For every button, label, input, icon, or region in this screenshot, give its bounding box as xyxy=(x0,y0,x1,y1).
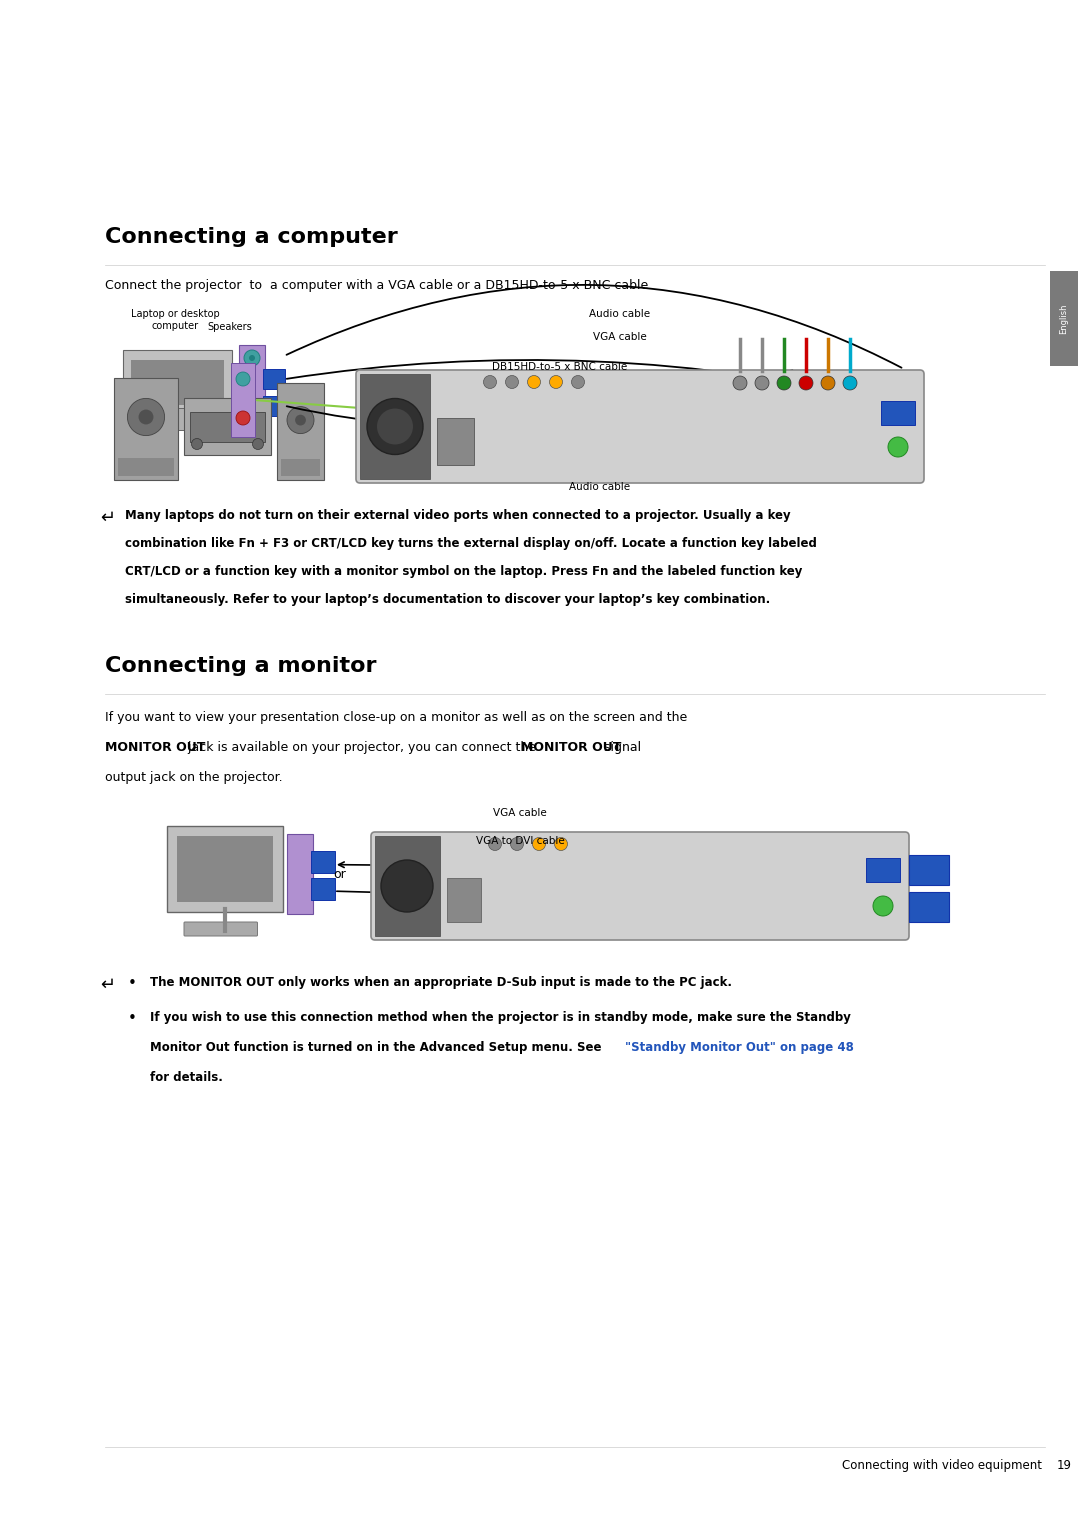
Text: CRT/LCD or a function key with a monitor symbol on the laptop. Press Fn and the : CRT/LCD or a function key with a monitor… xyxy=(125,565,802,579)
Circle shape xyxy=(873,896,893,916)
Text: Audio cable: Audio cable xyxy=(569,483,631,492)
Text: signal: signal xyxy=(599,741,640,754)
FancyBboxPatch shape xyxy=(118,408,237,431)
Circle shape xyxy=(484,376,497,388)
Text: Speakers: Speakers xyxy=(207,322,253,331)
Circle shape xyxy=(554,837,567,851)
Text: jack is available on your projector, you can connect the: jack is available on your projector, you… xyxy=(185,741,540,754)
Circle shape xyxy=(550,376,563,388)
Text: Laptop or desktop
computer: Laptop or desktop computer xyxy=(131,308,219,331)
FancyBboxPatch shape xyxy=(123,351,232,412)
Text: "Standby Monitor Out" on page 48: "Standby Monitor Out" on page 48 xyxy=(625,1041,854,1054)
FancyBboxPatch shape xyxy=(437,418,474,466)
Text: If you want to view your presentation close-up on a monitor as well as on the sc: If you want to view your presentation cl… xyxy=(105,712,687,724)
Text: VGA cable: VGA cable xyxy=(593,331,647,342)
FancyBboxPatch shape xyxy=(881,402,915,425)
Circle shape xyxy=(138,409,153,425)
Circle shape xyxy=(755,376,769,389)
Circle shape xyxy=(191,438,203,449)
Circle shape xyxy=(377,409,413,444)
Text: •: • xyxy=(129,976,137,991)
Text: combination like Fn + F3 or CRT/LCD key turns the external display on/off. Locat: combination like Fn + F3 or CRT/LCD key … xyxy=(125,538,816,550)
FancyBboxPatch shape xyxy=(276,383,324,479)
Text: English: English xyxy=(1059,304,1068,334)
Text: Connect the projector  to  a computer with a VGA cable or a DB15HD-to-5 x BNC ca: Connect the projector to a computer with… xyxy=(105,279,652,292)
FancyBboxPatch shape xyxy=(447,878,481,922)
Text: DB15HD-to-5 x BNC cable: DB15HD-to-5 x BNC cable xyxy=(492,362,627,373)
Text: Connecting with video equipment: Connecting with video equipment xyxy=(842,1458,1042,1472)
Text: for details.: for details. xyxy=(150,1070,222,1084)
Circle shape xyxy=(799,376,813,389)
Text: ↵: ↵ xyxy=(100,508,116,527)
Text: Monitor Out function is turned on in the Advanced Setup menu. See: Monitor Out function is turned on in the… xyxy=(150,1041,606,1054)
Text: •: • xyxy=(129,1011,137,1026)
FancyBboxPatch shape xyxy=(264,395,285,415)
Text: Audio cable: Audio cable xyxy=(590,308,650,319)
Circle shape xyxy=(237,411,249,425)
FancyBboxPatch shape xyxy=(909,855,949,886)
Circle shape xyxy=(532,837,545,851)
FancyBboxPatch shape xyxy=(281,460,320,476)
Circle shape xyxy=(253,438,264,449)
Text: ↵: ↵ xyxy=(100,976,116,994)
FancyBboxPatch shape xyxy=(311,852,335,873)
Circle shape xyxy=(505,376,518,388)
Circle shape xyxy=(237,373,249,386)
Circle shape xyxy=(249,354,255,360)
Text: VGA to DVI cable: VGA to DVI cable xyxy=(475,835,565,846)
FancyBboxPatch shape xyxy=(264,370,285,389)
Circle shape xyxy=(367,399,423,455)
FancyBboxPatch shape xyxy=(287,834,313,915)
FancyBboxPatch shape xyxy=(239,345,265,435)
Text: output jack on the projector.: output jack on the projector. xyxy=(105,771,283,783)
Circle shape xyxy=(888,437,908,457)
FancyBboxPatch shape xyxy=(356,370,924,483)
FancyBboxPatch shape xyxy=(375,835,440,936)
Circle shape xyxy=(127,399,164,435)
FancyBboxPatch shape xyxy=(184,399,271,455)
Circle shape xyxy=(244,350,260,366)
FancyBboxPatch shape xyxy=(360,374,430,479)
FancyBboxPatch shape xyxy=(311,878,335,899)
Circle shape xyxy=(287,406,314,434)
Text: Connecting a monitor: Connecting a monitor xyxy=(105,657,377,676)
FancyBboxPatch shape xyxy=(118,458,174,476)
Text: Connecting a computer: Connecting a computer xyxy=(105,228,397,247)
FancyBboxPatch shape xyxy=(372,832,909,941)
Text: MONITOR OUT: MONITOR OUT xyxy=(105,741,205,754)
FancyBboxPatch shape xyxy=(167,826,283,912)
FancyBboxPatch shape xyxy=(1050,272,1078,366)
FancyBboxPatch shape xyxy=(866,858,900,883)
Circle shape xyxy=(843,376,858,389)
Text: 19: 19 xyxy=(1057,1458,1072,1472)
Text: If you wish to use this connection method when the projector is in standby mode,: If you wish to use this connection metho… xyxy=(150,1011,851,1025)
FancyBboxPatch shape xyxy=(909,892,949,922)
Text: Many laptops do not turn on their external video ports when connected to a proje: Many laptops do not turn on their extern… xyxy=(125,508,791,522)
FancyBboxPatch shape xyxy=(177,835,273,902)
FancyBboxPatch shape xyxy=(131,360,224,405)
Circle shape xyxy=(821,376,835,389)
Text: The MONITOR OUT only works when an appropriate D-Sub input is made to the PC jac: The MONITOR OUT only works when an appro… xyxy=(150,976,732,989)
Circle shape xyxy=(777,376,791,389)
Text: or: or xyxy=(334,867,347,881)
Circle shape xyxy=(511,837,524,851)
Circle shape xyxy=(571,376,584,388)
FancyBboxPatch shape xyxy=(114,379,178,479)
Circle shape xyxy=(527,376,540,388)
FancyBboxPatch shape xyxy=(184,922,257,936)
Text: simultaneously. Refer to your laptop’s documentation to discover your laptop’s k: simultaneously. Refer to your laptop’s d… xyxy=(125,592,770,606)
Circle shape xyxy=(381,860,433,912)
Circle shape xyxy=(295,415,306,426)
Circle shape xyxy=(733,376,747,389)
Text: VGA cable: VGA cable xyxy=(494,808,546,818)
Circle shape xyxy=(488,837,501,851)
FancyBboxPatch shape xyxy=(231,363,255,437)
Text: MONITOR OUT: MONITOR OUT xyxy=(521,741,621,754)
FancyBboxPatch shape xyxy=(190,412,265,441)
